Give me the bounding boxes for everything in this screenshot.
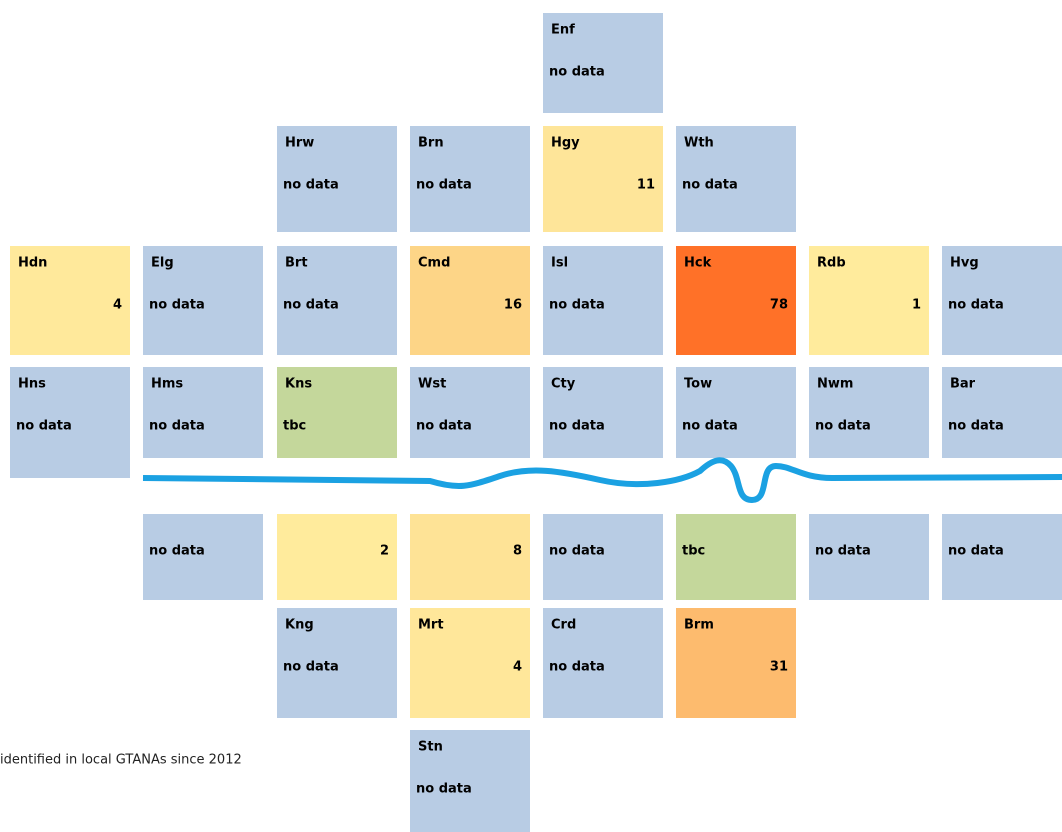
- tile-code: Bar: [950, 377, 976, 392]
- tile-code: Hgy: [551, 136, 580, 151]
- tile-code: Enf: [551, 23, 575, 38]
- tile: [942, 246, 1062, 355]
- tile: [543, 246, 663, 355]
- tile: [942, 367, 1062, 458]
- tile-status: no data: [682, 178, 738, 193]
- tile-status: no data: [416, 419, 472, 434]
- tile-value: 11: [637, 178, 655, 193]
- tile: [277, 608, 397, 718]
- tile: [809, 367, 929, 458]
- tile: [10, 246, 130, 355]
- tile: [410, 367, 530, 458]
- tile-code: Wth: [684, 136, 714, 151]
- tile-code: Hvg: [950, 256, 979, 271]
- tile: [543, 608, 663, 718]
- tile-code: Nwm: [817, 377, 853, 392]
- tile-status: no data: [682, 419, 738, 434]
- tile: [543, 367, 663, 458]
- tile-code: Hdn: [18, 256, 47, 271]
- tile-code: Kng: [285, 618, 314, 633]
- river: [142, 457, 1062, 504]
- tile: [676, 367, 796, 458]
- tile-value: 1: [912, 298, 921, 313]
- tile-code: Hck: [684, 256, 712, 271]
- tile-status: no data: [149, 544, 205, 559]
- tile-code: Wst: [418, 377, 446, 392]
- tile-status: no data: [16, 419, 72, 434]
- tile-status: no data: [149, 419, 205, 434]
- tile: [676, 514, 796, 600]
- tile: [410, 246, 530, 355]
- tile-code: Rdb: [817, 256, 846, 271]
- tile: [543, 13, 663, 113]
- tile: [143, 246, 263, 355]
- tile: [143, 367, 263, 458]
- tile-status: no data: [416, 178, 472, 193]
- tile-status: no data: [948, 298, 1004, 313]
- tile-code: Brm: [684, 618, 714, 633]
- tile-status: no data: [283, 298, 339, 313]
- tile-code: Isl: [551, 256, 568, 271]
- tile-code: Hrw: [285, 136, 314, 151]
- tile-code: Hms: [151, 377, 183, 392]
- tile: [410, 126, 530, 232]
- tile-status: no data: [549, 298, 605, 313]
- tile: [143, 514, 263, 600]
- tile: [676, 608, 796, 718]
- tile: [277, 514, 397, 600]
- tile-status: no data: [948, 544, 1004, 559]
- tile-value: 16: [504, 298, 522, 313]
- tile-value: 78: [770, 298, 788, 313]
- tile: [410, 514, 530, 600]
- tile-status: no data: [948, 419, 1004, 434]
- tile-value: 31: [770, 660, 788, 675]
- tile: [410, 608, 530, 718]
- tile-status: no data: [149, 298, 205, 313]
- tile-code: Crd: [551, 618, 576, 633]
- tile: [809, 514, 929, 600]
- tile: [543, 514, 663, 600]
- tile-status: tbc: [682, 544, 705, 559]
- tile-code: Elg: [151, 256, 174, 271]
- tile: [676, 126, 796, 232]
- tile-code: Kns: [285, 377, 312, 392]
- tile-status: no data: [815, 544, 871, 559]
- tile-value: 2: [380, 544, 389, 559]
- tile-status: no data: [549, 544, 605, 559]
- caption: identified in local GTANAs since 2012: [0, 753, 242, 768]
- tile-code: Brn: [418, 136, 444, 151]
- tile-status: no data: [283, 660, 339, 675]
- tile-code: Mrt: [418, 618, 444, 633]
- tile-code: Cmd: [418, 256, 450, 271]
- tile: [277, 367, 397, 458]
- tile-status: no data: [416, 782, 472, 797]
- tile-code: Stn: [418, 740, 443, 755]
- tile: [277, 126, 397, 232]
- tile-status: no data: [283, 178, 339, 193]
- tile-status: no data: [549, 65, 605, 80]
- tile-code: Hns: [18, 377, 46, 392]
- tile-status: no data: [549, 419, 605, 434]
- tile: [410, 730, 530, 832]
- tile-status: tbc: [283, 419, 306, 434]
- tile: [942, 514, 1062, 600]
- tile-status: no data: [815, 419, 871, 434]
- tile-code: Tow: [684, 377, 712, 392]
- tile-status: no data: [549, 660, 605, 675]
- tile-value: 4: [113, 298, 122, 313]
- tile: [10, 367, 130, 478]
- tile: [543, 126, 663, 232]
- tile-value: 4: [513, 660, 522, 675]
- tile-code: Cty: [551, 377, 576, 392]
- tile: [277, 246, 397, 355]
- tile: [809, 246, 929, 355]
- tile: [676, 246, 796, 355]
- tile-value: 8: [513, 544, 522, 559]
- tile-code: Brt: [285, 256, 308, 271]
